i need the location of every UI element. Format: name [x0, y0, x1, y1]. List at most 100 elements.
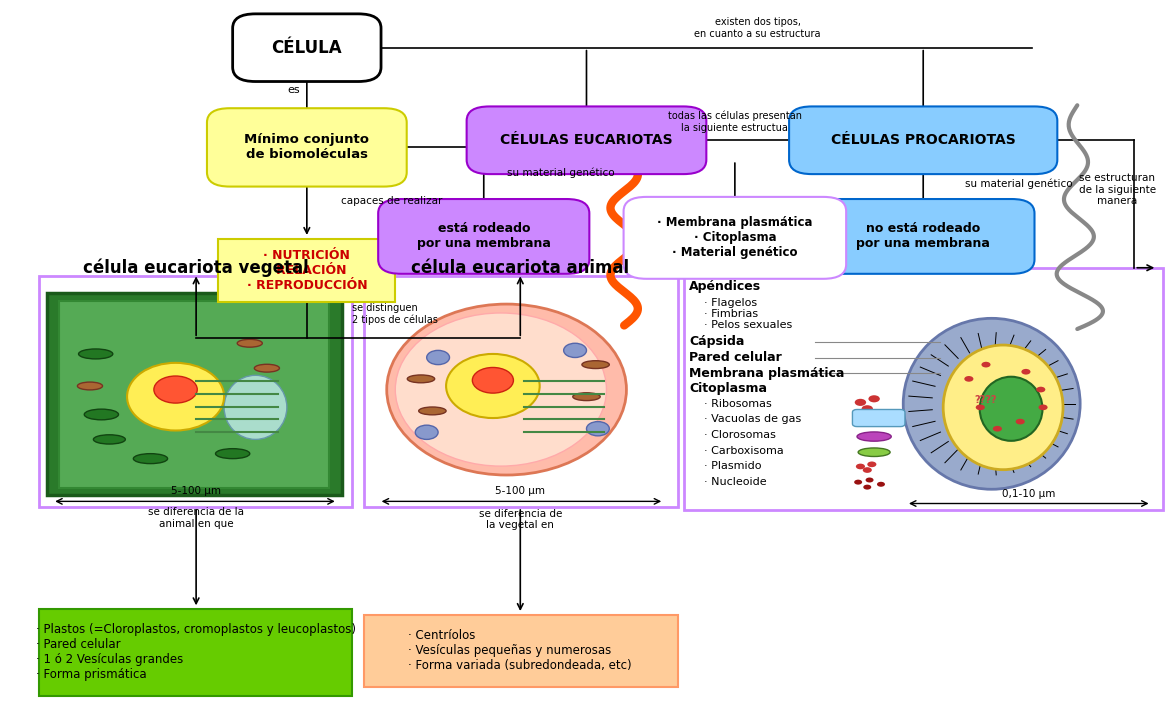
Ellipse shape	[943, 345, 1064, 470]
Text: CÉLULAS PROCARIOTAS: CÉLULAS PROCARIOTAS	[831, 133, 1016, 147]
Circle shape	[564, 343, 586, 358]
Text: Citoplasma: Citoplasma	[689, 383, 768, 395]
Ellipse shape	[979, 377, 1042, 441]
Ellipse shape	[78, 349, 112, 359]
FancyBboxPatch shape	[60, 300, 329, 488]
Text: existen dos tipos,
en cuanto a su estructura: existen dos tipos, en cuanto a su estruc…	[695, 17, 821, 39]
FancyBboxPatch shape	[39, 609, 352, 696]
Ellipse shape	[903, 318, 1080, 489]
Ellipse shape	[407, 375, 435, 383]
Text: se diferencia de la
animal en que: se diferencia de la animal en que	[149, 508, 245, 529]
Text: Mínimo conjunto
de biomoléculas: Mínimo conjunto de biomoléculas	[245, 134, 370, 162]
Text: Pared celular: Pared celular	[689, 351, 782, 364]
Circle shape	[964, 376, 973, 382]
Text: célula eucariota vegetal: célula eucariota vegetal	[83, 259, 309, 277]
Circle shape	[855, 399, 866, 406]
Text: · Centríolos
· Vesículas pequeñas y numerosas
· Forma variada (subredondeada, et: · Centríolos · Vesículas pequeñas y nume…	[408, 629, 632, 672]
Text: su material genético: su material genético	[507, 167, 614, 178]
Ellipse shape	[84, 409, 118, 420]
Text: · Vacuolas de gas: · Vacuolas de gas	[704, 415, 801, 425]
Ellipse shape	[77, 382, 103, 390]
Circle shape	[856, 463, 865, 469]
Ellipse shape	[154, 376, 198, 403]
FancyBboxPatch shape	[683, 267, 1163, 510]
FancyBboxPatch shape	[789, 107, 1058, 174]
Text: CÉLULAS EUCARIOTAS: CÉLULAS EUCARIOTAS	[500, 133, 673, 147]
Text: su material genético: su material genético	[965, 178, 1073, 189]
Circle shape	[863, 485, 872, 490]
FancyBboxPatch shape	[39, 275, 352, 507]
Circle shape	[1016, 419, 1025, 425]
Circle shape	[867, 461, 876, 467]
Circle shape	[976, 405, 985, 410]
Text: CÉLULA: CÉLULA	[271, 39, 342, 56]
Text: 5-100 µm: 5-100 µm	[495, 486, 545, 496]
Text: · NUTRICIÓN
· RELACIÓN
· REPRODUCCIÓN: · NUTRICIÓN · RELACIÓN · REPRODUCCIÓN	[247, 249, 367, 292]
Circle shape	[982, 362, 991, 368]
FancyBboxPatch shape	[812, 199, 1034, 274]
Text: · Pelos sexuales: · Pelos sexuales	[704, 320, 792, 330]
Circle shape	[415, 425, 438, 440]
Text: · Flagelos: · Flagelos	[704, 297, 757, 307]
FancyBboxPatch shape	[378, 199, 590, 274]
Text: · Plasmido: · Plasmido	[704, 461, 762, 471]
Circle shape	[868, 395, 880, 403]
Circle shape	[854, 480, 862, 485]
Text: no está rodeado
por una membrana: no está rodeado por una membrana	[856, 222, 990, 250]
FancyBboxPatch shape	[624, 197, 846, 279]
Text: 5-100 µm: 5-100 µm	[171, 486, 221, 496]
Text: Cápsida: Cápsida	[689, 335, 744, 348]
Ellipse shape	[446, 354, 539, 418]
Text: · Carboxisoma: · Carboxisoma	[704, 445, 784, 455]
Ellipse shape	[215, 449, 249, 458]
Text: ????: ????	[975, 395, 997, 405]
FancyBboxPatch shape	[219, 240, 395, 302]
Circle shape	[866, 478, 874, 483]
Circle shape	[586, 422, 610, 436]
Text: se distinguen
2 tipos de células: se distinguen 2 tipos de células	[352, 303, 439, 325]
Text: es: es	[288, 84, 300, 94]
Ellipse shape	[573, 393, 600, 400]
Text: · Clorosomas: · Clorosomas	[704, 430, 776, 440]
Ellipse shape	[128, 363, 225, 430]
Ellipse shape	[387, 304, 626, 475]
Ellipse shape	[395, 313, 606, 466]
Ellipse shape	[133, 453, 167, 463]
Circle shape	[1037, 387, 1045, 393]
Text: · Membrana plasmática
· Citoplasma
· Material genético: · Membrana plasmática · Citoplasma · Mat…	[658, 217, 813, 260]
Circle shape	[427, 350, 449, 365]
Circle shape	[1039, 405, 1047, 410]
Circle shape	[861, 405, 873, 413]
Ellipse shape	[581, 360, 610, 368]
Text: Apéndices: Apéndices	[689, 280, 762, 292]
Text: se estructuran
de la siguiente
manera: se estructuran de la siguiente manera	[1079, 173, 1156, 207]
Circle shape	[1021, 369, 1031, 375]
Ellipse shape	[254, 364, 280, 372]
Text: capaces de realizar: capaces de realizar	[342, 196, 442, 206]
Ellipse shape	[94, 435, 125, 444]
Circle shape	[862, 467, 872, 473]
FancyBboxPatch shape	[467, 107, 707, 174]
Text: está rodeado
por una membrana: está rodeado por una membrana	[417, 222, 551, 250]
FancyBboxPatch shape	[207, 108, 407, 187]
FancyBboxPatch shape	[364, 616, 677, 686]
FancyBboxPatch shape	[233, 14, 381, 82]
Ellipse shape	[473, 368, 514, 393]
Circle shape	[993, 426, 1002, 432]
Text: · Nucleoide: · Nucleoide	[704, 477, 766, 487]
Text: todas las células presentan
la siguiente estructua: todas las células presentan la siguiente…	[668, 111, 801, 133]
Text: · Plastos (=Cloroplastos, cromoplastos y leucoplastos)
· Pared celular
· 1 ó 2 V: · Plastos (=Cloroplastos, cromoplastos y…	[36, 623, 356, 681]
Text: se diferencia de
la vegetal en: se diferencia de la vegetal en	[479, 509, 562, 531]
Text: · Fimbrias: · Fimbrias	[704, 309, 758, 319]
Ellipse shape	[238, 340, 262, 347]
Ellipse shape	[225, 375, 287, 440]
Ellipse shape	[856, 432, 892, 441]
Ellipse shape	[858, 448, 890, 456]
Text: célula eucariota animal: célula eucariota animal	[411, 259, 629, 277]
Ellipse shape	[419, 407, 446, 415]
Text: Membrana plasmática: Membrana plasmática	[689, 367, 845, 380]
FancyBboxPatch shape	[853, 410, 904, 427]
FancyBboxPatch shape	[47, 292, 342, 495]
FancyBboxPatch shape	[364, 275, 677, 507]
Text: 0,1-10 µm: 0,1-10 µm	[1002, 488, 1055, 498]
